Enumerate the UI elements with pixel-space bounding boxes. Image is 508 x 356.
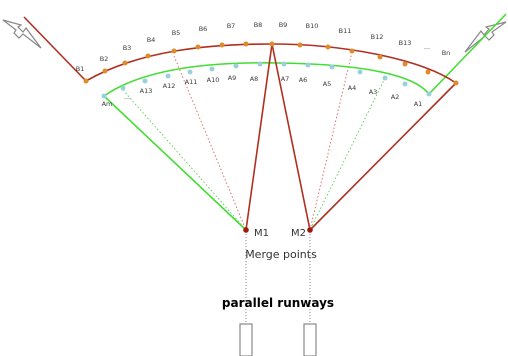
label-a9: A9: [228, 74, 237, 82]
label-am: Am: [102, 100, 113, 108]
bn-to-m2: [309, 82, 457, 231]
label-b3: B3: [123, 44, 132, 52]
runway-left: [239, 323, 253, 356]
label-b5: B5: [172, 29, 181, 37]
waypoint-b14: [402, 61, 408, 67]
label-a10: A10: [207, 76, 220, 84]
label-m1: M1: [254, 228, 269, 239]
waypoint-b3: [122, 60, 128, 66]
waypoint-b10: [297, 42, 303, 48]
merge-points-caption: Merge points: [245, 248, 317, 261]
label-a8: A8: [250, 75, 259, 83]
label-a12: A12: [163, 82, 176, 90]
merge-point-m1-dot: [243, 227, 249, 233]
waypoint-a2: [402, 81, 408, 87]
waypoint-b4: [145, 53, 151, 59]
entry-arrow-left-icon: [2, 19, 42, 49]
waypoint-a13: [142, 78, 148, 84]
inner-labels: Am ... A13 A12 A11 A10 A9 A8 A7 A6 A5 A4…: [102, 74, 423, 108]
waypoint-b6: [195, 44, 201, 50]
waypoint-b1: [83, 78, 89, 84]
runway-right: [303, 323, 317, 356]
label-b2: B2: [100, 55, 109, 63]
runway-guides: [245, 234, 311, 345]
inner-waypoints: [101, 61, 432, 99]
waypoint-a6: [305, 62, 311, 68]
waypoint-a3: [382, 75, 388, 81]
waypoint-a5: [329, 64, 335, 70]
label-b8: B8: [254, 21, 263, 29]
waypoint-a12: [165, 73, 171, 79]
label-b9: B9: [279, 21, 288, 29]
waypoint-am: [101, 93, 107, 99]
label-a7: A7: [281, 75, 290, 83]
waypoint-b13: [377, 54, 383, 60]
label-b12: B12: [371, 33, 384, 41]
label-a1: A1: [414, 100, 423, 108]
parallel-runways-caption: parallel runways: [222, 296, 334, 310]
label-b11: B11: [339, 27, 352, 35]
label-a11: A11: [185, 78, 198, 86]
label-inner-ellipsis: ...: [124, 93, 130, 101]
inner-arc: [103, 62, 430, 97]
waypoint-a8: [257, 61, 263, 67]
outer-waypoints: [83, 41, 459, 86]
waypoint-a11: [187, 69, 193, 75]
waypoint-a14: [120, 85, 126, 91]
label-a3: A3: [369, 88, 378, 96]
outer-labels: B1 B2 B3 B4 B5 B6 B7 B8 B9 B10 B11 B12 B…: [76, 21, 451, 73]
label-a13: A13: [140, 87, 153, 95]
waypoint-a9: [233, 63, 239, 69]
entry-line-left: [23, 16, 87, 82]
waypoint-b2: [102, 68, 108, 74]
label-outer-ellipsis: ...: [424, 43, 430, 51]
merge-point-m2-dot: [307, 227, 313, 233]
label-a4: A4: [348, 84, 357, 92]
waypoint-a4: [357, 69, 363, 75]
label-a6: A6: [299, 76, 308, 84]
waypoint-bn: [453, 80, 459, 86]
label-b7: B7: [227, 22, 236, 30]
waypoint-b9: [269, 41, 275, 47]
waypoint-a7: [281, 61, 287, 67]
waypoint-b11: [325, 44, 331, 50]
waypoint-b5: [171, 48, 177, 54]
b8-to-m2: [271, 43, 311, 231]
label-a5: A5: [323, 80, 332, 88]
label-b4: B4: [147, 36, 156, 44]
label-bn: Bn: [442, 49, 451, 57]
inner-arc-to-m1: [103, 95, 247, 231]
entry-line-right: [428, 13, 507, 95]
entry-arrow-right-icon: [464, 21, 507, 53]
b8-to-m1: [245, 43, 273, 231]
waypoint-b7: [219, 42, 225, 48]
label-b13: B13: [399, 39, 412, 47]
label-a2: A2: [391, 93, 400, 101]
waypoint-b12: [349, 48, 355, 54]
label-b10: B10: [306, 22, 319, 30]
waypoint-a10: [209, 66, 215, 72]
waypoint-a1: [426, 91, 432, 97]
label-b1: B1: [76, 65, 85, 73]
label-b6: B6: [199, 25, 208, 33]
label-m2: M2: [291, 228, 306, 239]
waypoint-b15: [425, 69, 431, 75]
waypoint-b8: [243, 41, 249, 47]
dotted-guides: [122, 51, 386, 231]
